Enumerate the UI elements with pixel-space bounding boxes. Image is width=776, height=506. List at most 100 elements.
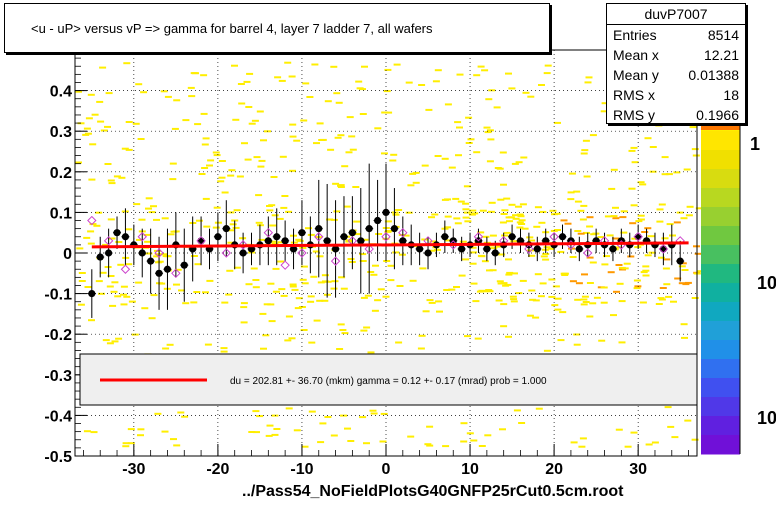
heat-cell (616, 282, 624, 285)
heat-cell (145, 207, 152, 210)
heat-cell (98, 292, 105, 295)
heat-cell (612, 217, 620, 220)
heat-cell (267, 303, 275, 306)
heat-cell (331, 280, 339, 283)
heat-cell (100, 129, 108, 132)
heat-cell (488, 201, 496, 204)
heat-cell (543, 72, 551, 75)
heat-cell (213, 206, 221, 209)
profile-point (676, 257, 684, 265)
open-point (633, 232, 643, 242)
heat-cell (505, 72, 512, 75)
heat-cell (156, 260, 164, 263)
heat-cell (685, 214, 693, 217)
heat-cell (467, 138, 475, 141)
heat-cell (85, 117, 93, 120)
heat-cell (310, 275, 318, 278)
heat-cell (256, 415, 264, 418)
heat-cell (422, 310, 430, 313)
heat-cell (227, 211, 235, 214)
heat-cell (289, 123, 297, 126)
heat-cell (589, 261, 597, 264)
heat-cell (586, 315, 594, 318)
heat-cell (657, 297, 665, 300)
heat-cell (133, 203, 141, 206)
heat-cell (227, 241, 235, 244)
heat-cell (195, 219, 203, 222)
profile-point (147, 257, 155, 265)
heat-cell (75, 161, 82, 164)
heat-cell (154, 412, 162, 415)
heat-cell (519, 279, 527, 282)
heat-cell (515, 205, 522, 208)
heat-cell (321, 299, 329, 302)
heat-cell (462, 202, 470, 205)
heat-cell (353, 233, 361, 236)
palette-swatch (701, 226, 740, 246)
heat-cell (87, 93, 95, 96)
heat-cell (145, 252, 153, 255)
heat-cell (575, 282, 583, 285)
heat-cell (359, 253, 367, 256)
heat-cell (240, 306, 248, 309)
heat-cell (299, 278, 307, 281)
heat-cell (532, 316, 540, 319)
heat-cell (375, 233, 383, 235)
heat-cell (466, 432, 474, 435)
heat-cell (615, 264, 623, 266)
heat-cell (681, 336, 688, 339)
x-tick-label: 20 (545, 461, 563, 478)
heat-cell (658, 256, 665, 259)
profile-point (331, 245, 340, 253)
palette-swatch (701, 397, 740, 417)
heat-cell (298, 306, 306, 308)
heat-cell (691, 148, 699, 151)
heat-cell (220, 347, 228, 350)
heat-cell (582, 301, 590, 303)
y-tick-label: -0.2 (44, 327, 72, 344)
heat-cell (610, 168, 618, 171)
heat-cell (630, 204, 638, 207)
stats-name: duvP7007 (607, 4, 745, 25)
heat-cell (557, 250, 565, 253)
heat-cell (601, 263, 609, 266)
heat-cell (691, 297, 699, 299)
heat-cell (244, 158, 252, 161)
heat-cell (236, 175, 244, 178)
heat-cell (201, 167, 209, 169)
heat-cell (313, 142, 320, 145)
heat-cell (200, 74, 208, 77)
heat-cell (633, 287, 641, 290)
heat-cell (300, 265, 308, 268)
heat-cell (548, 278, 556, 281)
open-point (398, 227, 408, 238)
heat-cell (201, 143, 209, 146)
heat-cell (497, 198, 505, 201)
heat-cell (504, 283, 512, 286)
heat-cell (684, 419, 692, 422)
heat-cell (206, 164, 213, 167)
heat-cell (426, 425, 434, 428)
heat-cell (122, 445, 130, 448)
heat-cell (526, 314, 534, 317)
heat-cell (83, 127, 91, 130)
heat-cell (624, 445, 632, 448)
heat-cell (441, 198, 449, 201)
heat-cell (486, 129, 494, 132)
heat-cell (552, 285, 560, 288)
heat-cell (363, 442, 370, 445)
heat-cell (520, 156, 528, 159)
heat-cell (584, 81, 592, 84)
profile-point (634, 233, 642, 241)
heat-cell (669, 234, 676, 237)
heat-cell (377, 288, 385, 291)
plot-title: <u - uP> versus vP => gamma for barrel 4… (31, 20, 433, 36)
heat-cell (441, 157, 449, 160)
heat-cell (639, 301, 647, 304)
heat-cell (327, 148, 335, 151)
heat-cell (280, 294, 288, 297)
heat-cell (516, 226, 524, 229)
heat-cell (568, 172, 576, 175)
heat-cell (507, 216, 515, 219)
profile-point (239, 249, 247, 257)
